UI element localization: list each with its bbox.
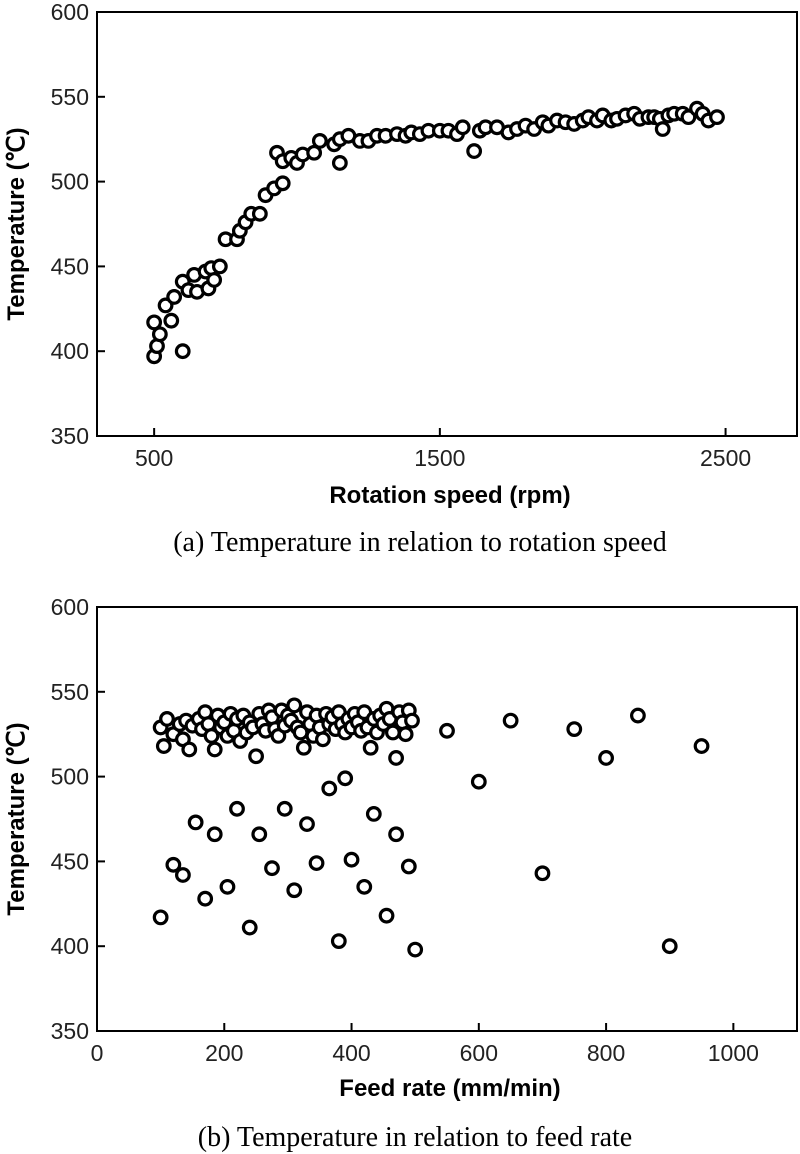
data-point-a [709,109,725,126]
y-tick-label-b: 450 [51,848,89,874]
data-point-b [175,867,191,883]
x-tick-label-b: 1000 [708,1040,759,1066]
y-axis-title-a: Temperature (℃) [3,127,30,320]
y-tick-label-b: 600 [51,594,89,620]
data-point-b [229,800,245,817]
data-point-b [206,826,223,843]
y-tick-label-a: 350 [51,423,89,449]
data-point-a [251,205,268,222]
data-point-a [466,143,483,159]
x-axis-title-b: Feed rate (mm/min) [339,1075,560,1102]
y-tick-label-b: 350 [51,1018,89,1044]
data-point-b [299,816,315,832]
data-point-b [362,739,379,756]
data-point-b [598,750,614,766]
data-point-b [566,721,583,738]
y-tick-label-b: 500 [51,764,89,790]
points-b [152,697,710,958]
ticks-a: 350 400 450 500 550 600 500 1500 2500 [51,0,752,471]
x-tick-label-a: 1500 [414,445,465,471]
data-point-a [211,258,228,275]
data-point-b [248,748,264,765]
data-point-a [151,326,168,343]
data-point-b [308,855,325,871]
data-point-b [378,907,395,924]
data-point-b [343,851,360,868]
plot-frame-b [96,606,798,1032]
data-point-a [174,343,191,360]
data-point-b [286,882,303,899]
data-point-b [206,741,223,758]
x-axis-title-a: Rotation speed (rpm) [329,482,570,509]
y-axis-title-b: Temperature (℃) [3,722,30,915]
caption-b: (b) Temperature in relation to feed rate [198,1122,632,1153]
data-point-b [407,941,424,958]
data-point-b [356,878,373,895]
x-tick-label-a: 2500 [700,445,751,471]
x-tick-label-b: 0 [91,1040,104,1066]
x-tick-label-a: 500 [135,445,173,471]
x-tick-label-b: 400 [332,1040,370,1066]
data-point-b [439,722,455,739]
x-tick-label-b: 600 [460,1040,498,1066]
y-tick-label-a: 400 [51,338,89,364]
data-point-a [146,314,163,331]
data-point-b [197,890,214,907]
plot-frame-a [96,11,798,437]
data-point-b [165,856,182,873]
data-point-b [152,909,169,926]
data-point-b [330,933,347,950]
data-point-a [306,144,323,161]
data-point-a [311,132,328,149]
data-point-a [206,272,223,288]
data-point-b [661,938,678,955]
y-tick-label-a: 600 [51,0,89,25]
caption-a: (a) Temperature in relation to rotation … [173,527,667,558]
data-point-b [241,919,258,936]
data-point-b [203,727,220,744]
panel-rotation-speed: 350 400 450 500 550 600 500 1500 2500 Rotation s… [3,0,798,558]
x-tick-label-b: 800 [587,1040,625,1066]
data-point-b [388,750,404,766]
data-point-b [181,741,198,758]
ticks-b: 350 400 450 500 550 600 0 200 400 600 800 1000 [51,594,759,1066]
data-point-b [295,739,312,756]
data-point-a [274,175,291,192]
y-tick-label-b: 400 [51,933,89,959]
data-point-b [286,697,303,714]
data-point-a [654,121,671,137]
x-tick-label-b: 200 [205,1040,243,1066]
data-point-b [502,712,519,729]
data-point-b [470,773,487,790]
points-a [146,100,725,365]
data-point-b [159,711,175,727]
data-point-b [630,707,646,724]
data-point-b [397,726,414,743]
data-point-b [276,800,293,817]
data-point-a [166,289,183,305]
y-tick-label-b: 550 [51,679,89,705]
y-tick-label-a: 500 [51,169,89,195]
data-point-b [337,770,354,787]
data-point-b [321,780,338,797]
data-point-b [534,865,551,882]
data-point-b [251,826,268,843]
y-tick-label-a: 550 [51,84,89,110]
data-point-b [388,826,404,843]
data-point-b [693,738,710,754]
data-point-a [163,312,180,329]
panel-feed-rate: 350 400 450 500 550 600 0 200 400 600 800 1000 Feed… [3,594,798,1153]
data-point-b [365,806,382,822]
data-point-a [454,119,471,136]
data-point-b [187,814,204,831]
data-point-b [404,712,420,729]
data-point-a [331,155,348,171]
data-point-b [400,858,417,875]
data-point-b [264,860,280,877]
y-tick-label-a: 450 [51,253,89,279]
data-point-b [155,738,172,754]
data-point-b [219,878,236,895]
data-point-b [315,731,331,748]
